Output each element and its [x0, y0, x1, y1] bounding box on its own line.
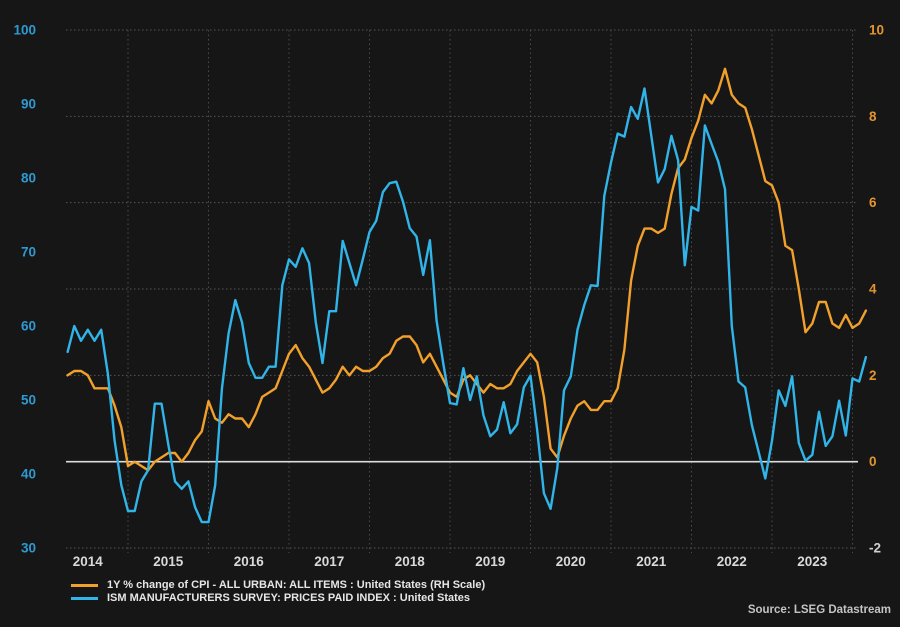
right-axis-tick-label: 2 [869, 368, 877, 383]
left-axis-tick-label: 40 [21, 467, 36, 482]
legend-label-ism: ISM MANUFACTURERS SURVEY: PRICES PAID IN… [107, 592, 471, 604]
left-axis-tick-label: 100 [13, 23, 36, 38]
legend-label-cpi: 1Y % change of CPI - ALL URBAN: ALL ITEM… [107, 579, 486, 591]
x-axis-year-label: 2020 [556, 554, 586, 569]
right-axis-tick-label: 0 [869, 454, 877, 469]
x-axis-year-label: 2023 [797, 554, 828, 569]
right-axis-tick-label: 8 [869, 109, 877, 124]
right-axis-tick-label: 4 [869, 282, 877, 297]
left-axis-tick-label: 90 [21, 97, 36, 112]
x-axis-year-label: 2021 [636, 554, 667, 569]
cpi-line [66, 67, 868, 472]
left-axis-tick-label: 70 [21, 245, 36, 260]
ism-line [66, 87, 868, 524]
x-axis-year-label: 2016 [234, 554, 265, 569]
left-axis-tick-label: 50 [21, 393, 36, 408]
x-axis-year-label: 2015 [153, 554, 184, 569]
right-axis-tick-label: 10 [869, 23, 884, 38]
cpi-line-swatch [71, 584, 98, 587]
x-axis-year-label: 2014 [73, 554, 104, 569]
x-axis-year-label: 2018 [395, 554, 426, 569]
x-axis-year-label: 2017 [314, 554, 344, 569]
right-axis-tick-label: 6 [869, 195, 877, 210]
legend-item-cpi: 1Y % change of CPI - ALL URBAN: ALL ITEM… [71, 579, 485, 592]
left-axis-tick-label: 30 [21, 541, 36, 556]
legend-item-ism: ISM MANUFACTURERS SURVEY: PRICES PAID IN… [71, 592, 485, 605]
x-axis-year-label: 2022 [717, 554, 747, 569]
left-axis-tick-label: 80 [21, 171, 36, 186]
legend: 1Y % change of CPI - ALL URBAN: ALL ITEM… [71, 579, 485, 605]
x-axis-year-label: 2019 [475, 554, 505, 569]
right-axis-tick-label: -2 [869, 541, 881, 556]
source-credit: Source: LSEG Datastream [747, 604, 891, 616]
left-axis-tick-label: 60 [21, 319, 36, 334]
ism-line-swatch [71, 597, 98, 600]
